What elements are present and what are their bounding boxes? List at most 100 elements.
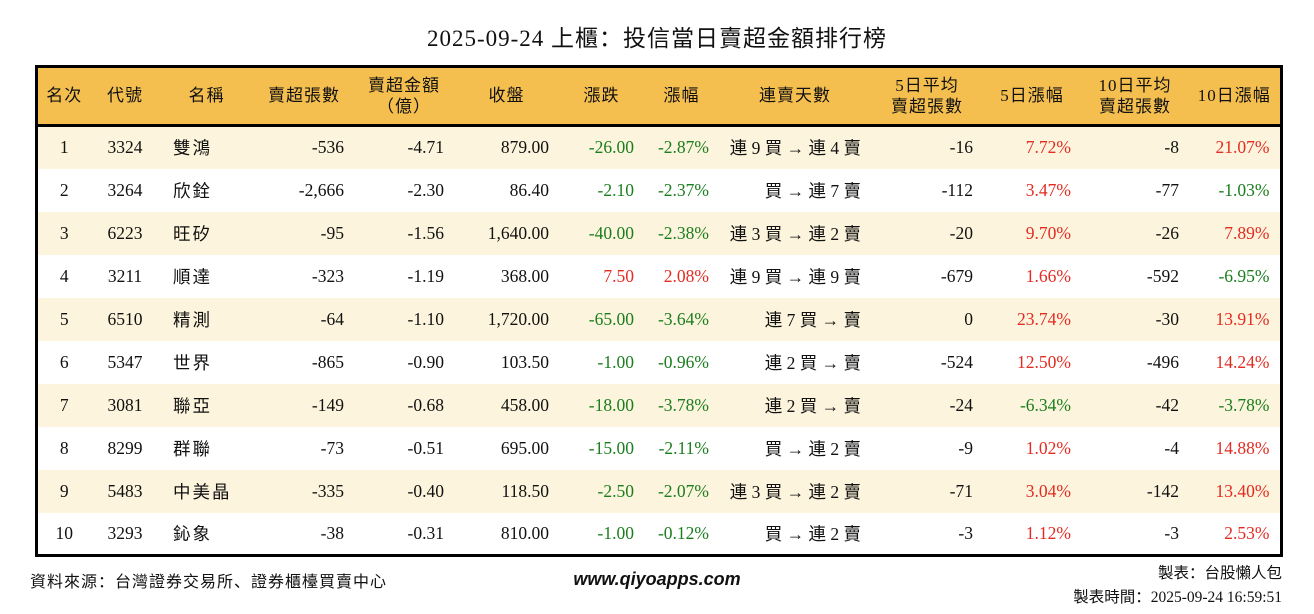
cell-vol: -2,666 xyxy=(298,179,344,200)
cell-streak: 連 9 買 → 連 4 賣 xyxy=(729,138,861,159)
cell-name: 旺矽 xyxy=(173,223,212,244)
cell-rank: 2 xyxy=(59,179,69,200)
cell-close: 86.40 xyxy=(509,179,549,200)
cell-avg5: -71 xyxy=(949,480,973,501)
cell-pct10: 2.53% xyxy=(1224,522,1270,543)
header-cell-amt: 賣超金額 （億） xyxy=(354,66,454,127)
header-cell-rank: 名次 xyxy=(36,66,91,127)
cell-chgp: -2.07% xyxy=(657,480,709,501)
cell-vol: -865 xyxy=(311,351,344,372)
cell-chgp: -0.12% xyxy=(657,522,709,543)
cell-streak: 連 7 買 → 賣 xyxy=(764,309,861,330)
cell-amt: -0.90 xyxy=(407,351,444,372)
table-row: 5 6510 精測 -64 -1.10 1,720.00 -65.00 -3.64% 連 7 買… xyxy=(36,297,1281,341)
cell-amt: -1.56 xyxy=(407,222,444,243)
table-row: 7 3081 聯亞 -149 -0.68 458.00 -18.00 -3.78% 連 2 買 … xyxy=(36,383,1281,427)
table-row: 10 3293 鈊象 -38 -0.31 810.00 -1.00 -0.12% 買 → 連 2… xyxy=(36,513,1281,556)
header-cell-streak: 連賣天數 xyxy=(719,66,871,127)
cell-pct5: 1.66% xyxy=(1025,265,1071,286)
cell-pct10: 13.40% xyxy=(1215,480,1270,501)
cell-chg: -26.00 xyxy=(588,137,634,158)
cell-close: 1,720.00 xyxy=(487,308,549,329)
cell-rank: 5 xyxy=(59,308,69,329)
cell-close: 695.00 xyxy=(500,437,549,458)
cell-rank: 6 xyxy=(59,351,69,372)
cell-avg5: -9 xyxy=(958,437,973,458)
cell-avg5: -24 xyxy=(949,394,973,415)
cell-amt: -0.68 xyxy=(407,394,444,415)
cell-rank: 9 xyxy=(59,480,69,501)
cell-pct10: -3.78% xyxy=(1218,394,1270,415)
cell-pct5: 9.70% xyxy=(1025,222,1071,243)
cell-chg: -2.10 xyxy=(597,179,634,200)
cell-avg5: -112 xyxy=(941,179,973,200)
cell-name: 精測 xyxy=(173,309,212,330)
cell-chgp: -2.11% xyxy=(658,437,709,458)
cell-avg10: -592 xyxy=(1146,265,1179,286)
table-row: 1 3324 雙鴻 -536 -4.71 879.00 -26.00 -2.87% 連 9 買 … xyxy=(36,125,1281,169)
header-cell-name: 名稱 xyxy=(159,66,254,127)
cell-code: 8299 xyxy=(107,437,143,458)
cell-avg5: -20 xyxy=(949,222,973,243)
table-row: 3 6223 旺矽 -95 -1.56 1,640.00 -40.00 -2.38% 連 3 買… xyxy=(36,211,1281,255)
cell-name: 欣銓 xyxy=(173,180,212,201)
cell-avg5: -679 xyxy=(940,265,973,286)
cell-pct5: 3.47% xyxy=(1025,179,1071,200)
website-label: www.qiyoapps.com xyxy=(573,569,741,589)
cell-chg: 7.50 xyxy=(603,265,634,286)
table-row: 6 5347 世界 -865 -0.90 103.50 -1.00 -0.96% 連 2 買 →… xyxy=(36,341,1281,384)
cell-chg: -1.00 xyxy=(597,351,634,372)
cell-rank: 1 xyxy=(59,137,69,158)
table-header-row: 名次 代號 名稱 賣超張數 賣超金額 （億） 收盤 漲跌 漲幅 連賣天數 5日平均 賣超張數 5日漲… xyxy=(36,66,1281,127)
cell-code: 3211 xyxy=(107,265,143,286)
cell-amt: -0.51 xyxy=(407,437,444,458)
cell-chgp: 2.08% xyxy=(663,265,709,286)
cell-streak: 買 → 連 7 賣 xyxy=(764,180,861,201)
cell-code: 3264 xyxy=(107,179,143,200)
cell-name: 雙鴻 xyxy=(173,138,212,159)
cell-name: 中美晶 xyxy=(173,481,232,502)
cell-pct10: 21.07% xyxy=(1215,137,1270,158)
footer: 資料來源：台灣證券交易所、證券櫃檯買賣中心 www.qiyoapps.com 製… xyxy=(0,562,1314,614)
cell-amt: -0.31 xyxy=(407,522,444,543)
cell-close: 879.00 xyxy=(500,137,549,158)
cell-vol: -95 xyxy=(320,222,344,243)
cell-amt: -4.71 xyxy=(407,137,444,158)
cell-name: 順達 xyxy=(173,266,212,287)
cell-pct5: 7.72% xyxy=(1025,137,1071,158)
cell-chgp: -2.87% xyxy=(657,137,709,158)
header-cell-close: 收盤 xyxy=(454,66,559,127)
cell-streak: 買 → 連 2 賣 xyxy=(764,523,861,544)
header-cell-avg10: 10日平均 賣超張數 xyxy=(1081,66,1189,127)
cell-chg: -18.00 xyxy=(588,394,634,415)
cell-streak: 連 2 買 → 賣 xyxy=(764,395,861,416)
cell-chg: -65.00 xyxy=(588,308,634,329)
ranking-table-container: 名次 代號 名稱 賣超張數 賣超金額 （億） 收盤 漲跌 漲幅 連賣天數 5日平均 賣超張數 5日漲… xyxy=(34,65,1283,557)
header-cell-avg5: 5日平均 賣超張數 xyxy=(871,66,983,127)
cell-chgp: -3.64% xyxy=(657,308,709,329)
cell-amt: -2.30 xyxy=(407,179,444,200)
header-cell-pct10: 10日漲幅 xyxy=(1189,66,1281,127)
cell-rank: 7 xyxy=(59,394,69,415)
header-cell-chgp: 漲幅 xyxy=(644,66,719,127)
cell-avg5: -16 xyxy=(949,137,973,158)
table-row: 2 3264 欣銓 -2,666 -2.30 86.40 -2.10 -2.37% 買 → 連 … xyxy=(36,169,1281,212)
cell-streak: 連 3 買 → 連 2 賣 xyxy=(729,481,861,502)
table-row: 4 3211 順達 -323 -1.19 368.00 7.50 2.08% 連 9 買 → 連… xyxy=(36,255,1281,298)
cell-chg: -40.00 xyxy=(588,222,634,243)
header-cell-code: 代號 xyxy=(91,66,159,127)
cell-streak: 連 3 買 → 連 2 賣 xyxy=(729,223,861,244)
table-row: 8 8299 群聯 -73 -0.51 695.00 -15.00 -2.11% 買 → 連 2… xyxy=(36,427,1281,470)
cell-vol: -323 xyxy=(311,265,344,286)
cell-code: 3293 xyxy=(107,522,143,543)
cell-pct10: 14.88% xyxy=(1215,437,1270,458)
cell-name: 聯亞 xyxy=(173,395,212,416)
cell-streak: 連 2 買 → 賣 xyxy=(764,352,861,373)
cell-vol: -73 xyxy=(320,437,344,458)
cell-close: 458.00 xyxy=(500,394,549,415)
header-cell-pct5: 5日漲幅 xyxy=(983,66,1081,127)
cell-pct10: 7.89% xyxy=(1224,222,1270,243)
cell-vol: -149 xyxy=(311,394,344,415)
cell-avg10: -4 xyxy=(1164,437,1179,458)
cell-chgp: -0.96% xyxy=(657,351,709,372)
